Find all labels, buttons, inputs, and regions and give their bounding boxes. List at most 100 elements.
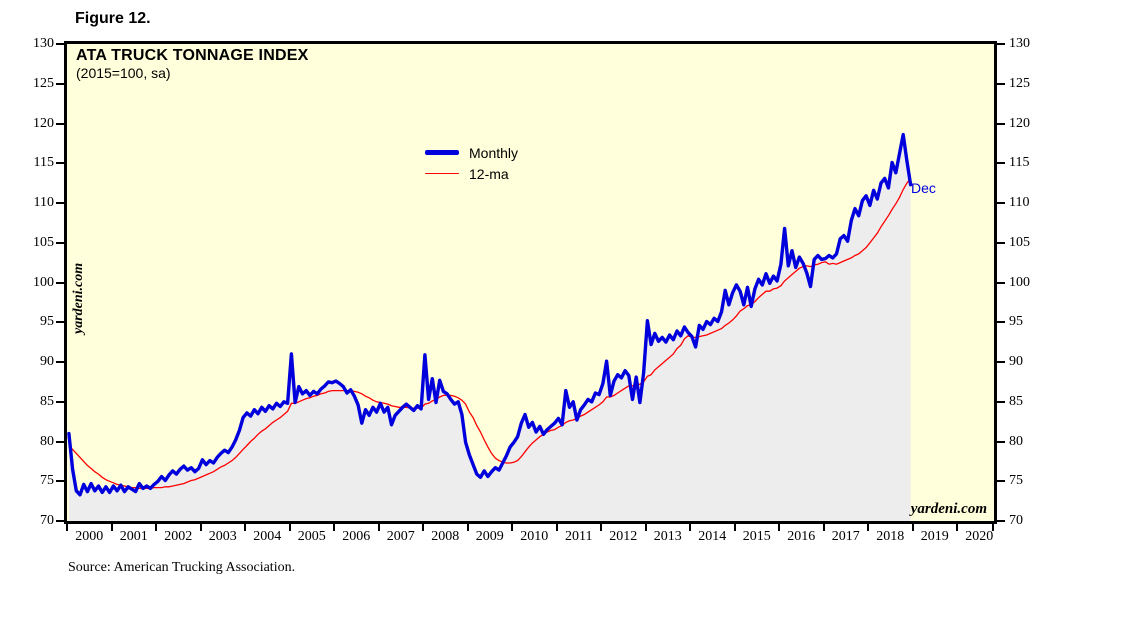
axis-tick-label: 2020 xyxy=(965,529,994,544)
axis-tick-label: 125 xyxy=(1009,75,1030,91)
legend-label-monthly: Monthly xyxy=(469,144,519,161)
axis-tick-mark xyxy=(996,122,1005,125)
axis-tick-label: 90 xyxy=(1009,354,1023,369)
axis-tick-label: 2018 xyxy=(876,529,905,544)
plot-area: ATA TRUCK TONNAGE INDEX (2015=100, sa) M… xyxy=(64,41,997,524)
axis-tick-mark xyxy=(689,524,691,531)
axis-tick-mark xyxy=(996,361,1005,363)
axis-tick-label: 2009 xyxy=(475,529,504,544)
axis-tick-mark xyxy=(56,480,65,483)
axis-tick-mark xyxy=(422,524,424,531)
axis-tick-mark xyxy=(996,520,1005,522)
axis-tick-mark xyxy=(56,520,65,522)
chart-title: ATA TRUCK TONNAGE INDEX xyxy=(76,47,309,64)
axis-tick-mark xyxy=(733,524,736,531)
chart-title-block: ATA TRUCK TONNAGE INDEX (2015=100, sa) xyxy=(76,47,308,81)
axis-tick-mark xyxy=(56,82,65,85)
axis-tick-mark xyxy=(244,524,246,531)
twelve-ma-line xyxy=(68,177,912,490)
axis-tick-label: 75 xyxy=(40,473,54,489)
axis-tick-label: 2010 xyxy=(520,529,549,544)
axis-tick-mark xyxy=(996,281,1005,284)
axis-tick-mark xyxy=(56,321,65,324)
axis-tick-label: 2017 xyxy=(831,529,860,544)
axis-tick-label: 2008 xyxy=(431,529,460,544)
axis-tick-mark xyxy=(956,524,958,531)
axis-tick-mark xyxy=(466,524,469,531)
axis-tick-mark xyxy=(911,524,914,531)
axis-tick-mark xyxy=(66,524,68,531)
axis-tick-label: 120 xyxy=(1009,115,1030,131)
axis-tick-label: 2003 xyxy=(208,529,237,544)
axis-tick-label: 130 xyxy=(1009,36,1030,51)
axis-tick-label: 100 xyxy=(33,274,54,290)
axis-tick-mark xyxy=(992,524,994,531)
axis-tick-label: 75 xyxy=(1009,473,1023,489)
axis-tick-mark xyxy=(996,400,1005,403)
axis-tick-label: 85 xyxy=(40,393,54,409)
axis-tick-mark xyxy=(996,321,1005,324)
axis-tick-label: 2001 xyxy=(119,529,148,544)
axis-tick-label: 80 xyxy=(1009,433,1023,449)
axis-tick-mark xyxy=(644,524,647,531)
axis-tick-label: 2000 xyxy=(75,529,104,544)
axis-tick-label: 2019 xyxy=(920,529,949,544)
axis-tick-mark xyxy=(56,43,65,45)
axis-tick-mark xyxy=(155,524,157,531)
axis-tick-mark xyxy=(56,202,65,204)
axis-tick-label: 2006 xyxy=(342,529,371,544)
axis-tick-label: 2005 xyxy=(297,529,326,544)
axis-tick-label: 70 xyxy=(40,513,54,528)
axis-tick-mark xyxy=(996,241,1005,244)
axis-tick-mark xyxy=(996,480,1005,483)
axis-tick-label: 90 xyxy=(40,354,54,369)
axis-tick-label: 95 xyxy=(40,314,54,330)
axis-tick-mark xyxy=(511,524,513,531)
monthly-area-fill xyxy=(68,134,911,521)
axis-tick-label: 130 xyxy=(33,36,54,51)
legend-item-monthly: Monthly xyxy=(425,142,518,163)
axis-tick-mark xyxy=(56,241,65,244)
axis-tick-label: 2015 xyxy=(742,529,771,544)
axis-tick-mark xyxy=(996,162,1005,165)
plot-inner: ATA TRUCK TONNAGE INDEX (2015=100, sa) M… xyxy=(67,44,994,521)
axis-tick-label: 115 xyxy=(1009,155,1030,171)
last-point-label: Dec xyxy=(911,180,936,196)
axis-tick-mark xyxy=(333,524,335,531)
watermark-right: yardeni.com xyxy=(910,501,987,517)
watermark-left: yardeni.com xyxy=(71,262,86,334)
axis-tick-label: 85 xyxy=(1009,393,1023,409)
axis-tick-label: 110 xyxy=(1009,195,1030,210)
axis-tick-mark xyxy=(56,122,65,125)
axis-tick-label: 2007 xyxy=(386,529,415,544)
axis-tick-mark xyxy=(56,162,65,165)
axis-tick-label: 120 xyxy=(33,115,54,131)
axis-tick-mark xyxy=(778,524,780,531)
axis-tick-mark xyxy=(867,524,869,531)
axis-tick-label: 110 xyxy=(33,195,54,210)
axis-tick-label: 2013 xyxy=(653,529,682,544)
axis-tick-mark xyxy=(822,524,825,531)
axis-tick-label: 2004 xyxy=(253,529,282,544)
legend: Monthly 12-ma xyxy=(425,142,518,184)
axis-tick-label: 2002 xyxy=(164,529,193,544)
axis-tick-label: 80 xyxy=(40,433,54,449)
monthly-line xyxy=(67,132,913,497)
axis-tick-mark xyxy=(56,400,65,403)
axis-tick-mark xyxy=(110,524,113,531)
axis-tick-mark xyxy=(56,281,65,284)
axis-tick-label: 100 xyxy=(1009,274,1030,290)
axis-tick-mark xyxy=(199,524,202,531)
axis-tick-label: 70 xyxy=(1009,513,1023,528)
axis-tick-mark xyxy=(56,440,65,443)
axis-tick-mark xyxy=(996,43,1005,45)
source-note: Source: American Trucking Association. xyxy=(68,560,296,575)
axis-tick-label: 2011 xyxy=(565,529,593,544)
legend-item-12ma: 12-ma xyxy=(425,163,518,184)
axis-tick-label: 105 xyxy=(1009,234,1030,250)
axis-tick-label: 115 xyxy=(33,155,54,171)
monthly-line-swatch xyxy=(425,150,459,155)
axis-tick-label: 2012 xyxy=(609,529,638,544)
axis-tick-mark xyxy=(288,524,291,531)
legend-label-12ma: 12-ma xyxy=(469,165,509,182)
